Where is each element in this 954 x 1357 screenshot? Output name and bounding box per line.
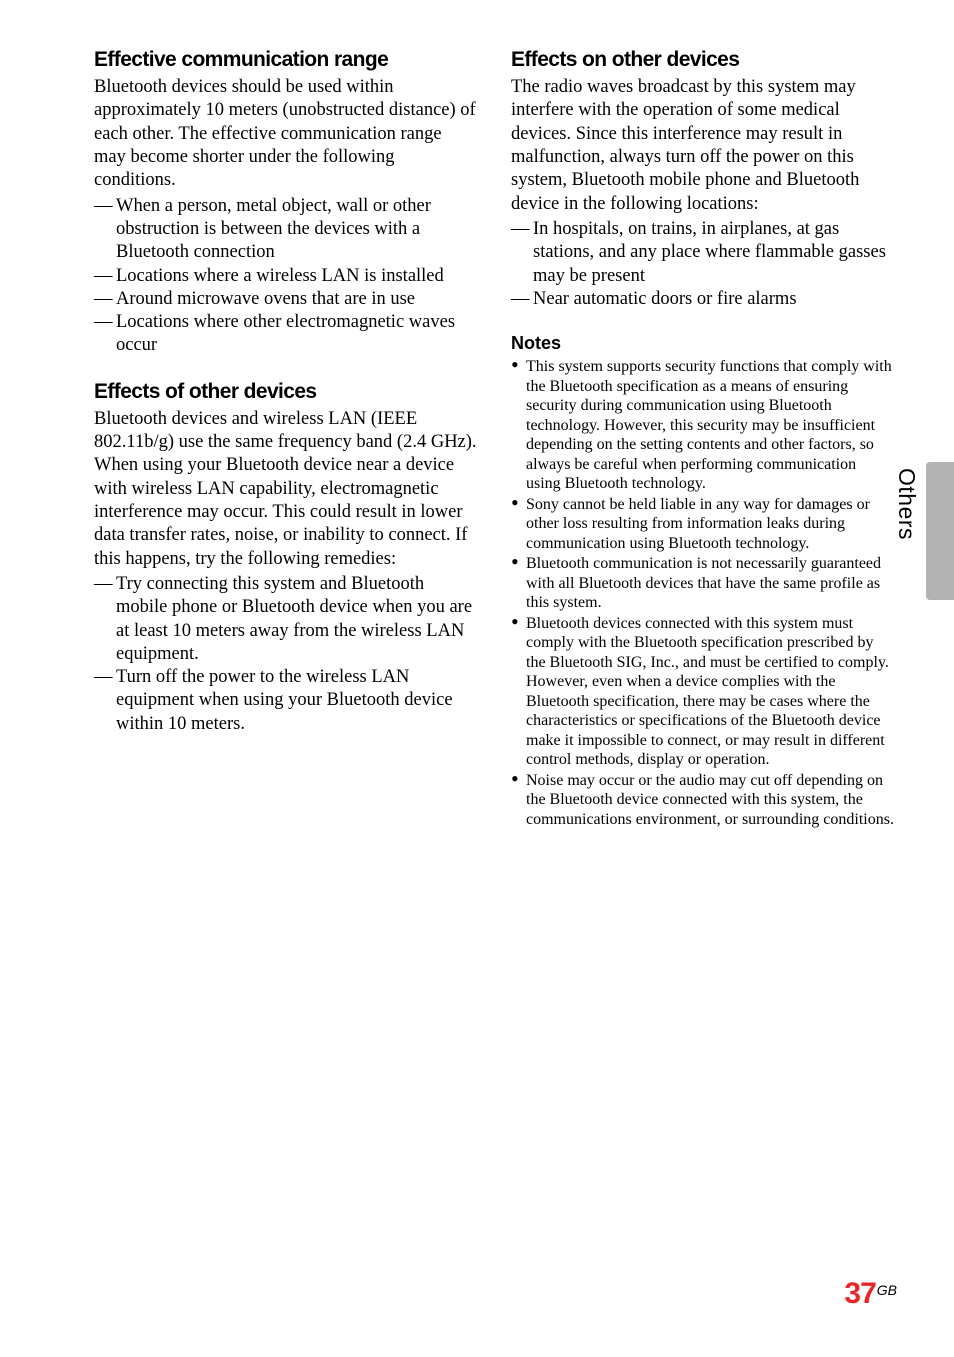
list-item: Locations where a wireless LAN is instal… (94, 265, 477, 288)
list-item: Try connecting this system and Bluetooth… (94, 573, 477, 666)
section-effects-on-other: Effects on other devices The radio waves… (511, 48, 894, 311)
section-tab-label: Others (893, 468, 920, 540)
dash-list: Try connecting this system and Bluetooth… (94, 573, 477, 736)
list-item: Noise may occur or the audio may cut off… (511, 771, 894, 830)
notes-heading: Notes (511, 333, 894, 354)
section-body: Bluetooth devices should be used within … (94, 76, 477, 192)
dash-list: When a person, metal object, wall or oth… (94, 195, 477, 358)
dash-list: In hospitals, on trains, in airplanes, a… (511, 218, 894, 311)
section-notes: Notes This system supports security func… (511, 333, 894, 829)
list-item: Locations where other electromagnetic wa… (94, 311, 477, 358)
section-body: The radio waves broadcast by this system… (511, 76, 894, 216)
section-body: Bluetooth devices and wireless LAN (IEEE… (94, 408, 477, 571)
section-tab-marker (926, 462, 954, 600)
page-content: Effective communication range Bluetooth … (0, 0, 954, 830)
list-item: Sony cannot be held liable in any way fo… (511, 495, 894, 554)
list-item: Bluetooth devices connected with this sy… (511, 614, 894, 770)
section-effective-range: Effective communication range Bluetooth … (94, 48, 477, 358)
left-column: Effective communication range Bluetooth … (94, 48, 477, 830)
list-item: When a person, metal object, wall or oth… (94, 195, 477, 265)
section-effects-of-other: Effects of other devices Bluetooth devic… (94, 380, 477, 736)
list-item: In hospitals, on trains, in airplanes, a… (511, 218, 894, 288)
bullet-list: This system supports security functions … (511, 357, 894, 829)
list-item: Around microwave ovens that are in use (94, 288, 477, 311)
list-item: Near automatic doors or fire alarms (511, 288, 894, 311)
page-number: 37GB (844, 1277, 896, 1311)
list-item: This system supports security functions … (511, 357, 894, 494)
list-item: Turn off the power to the wireless LAN e… (94, 666, 477, 736)
right-column: Effects on other devices The radio waves… (511, 48, 894, 830)
section-heading: Effects of other devices (94, 380, 477, 404)
section-heading: Effects on other devices (511, 48, 894, 72)
section-heading: Effective communication range (94, 48, 477, 72)
page-number-suffix: GB (877, 1282, 897, 1298)
list-item: Bluetooth communication is not necessari… (511, 554, 894, 613)
page-number-value: 37 (844, 1277, 875, 1310)
